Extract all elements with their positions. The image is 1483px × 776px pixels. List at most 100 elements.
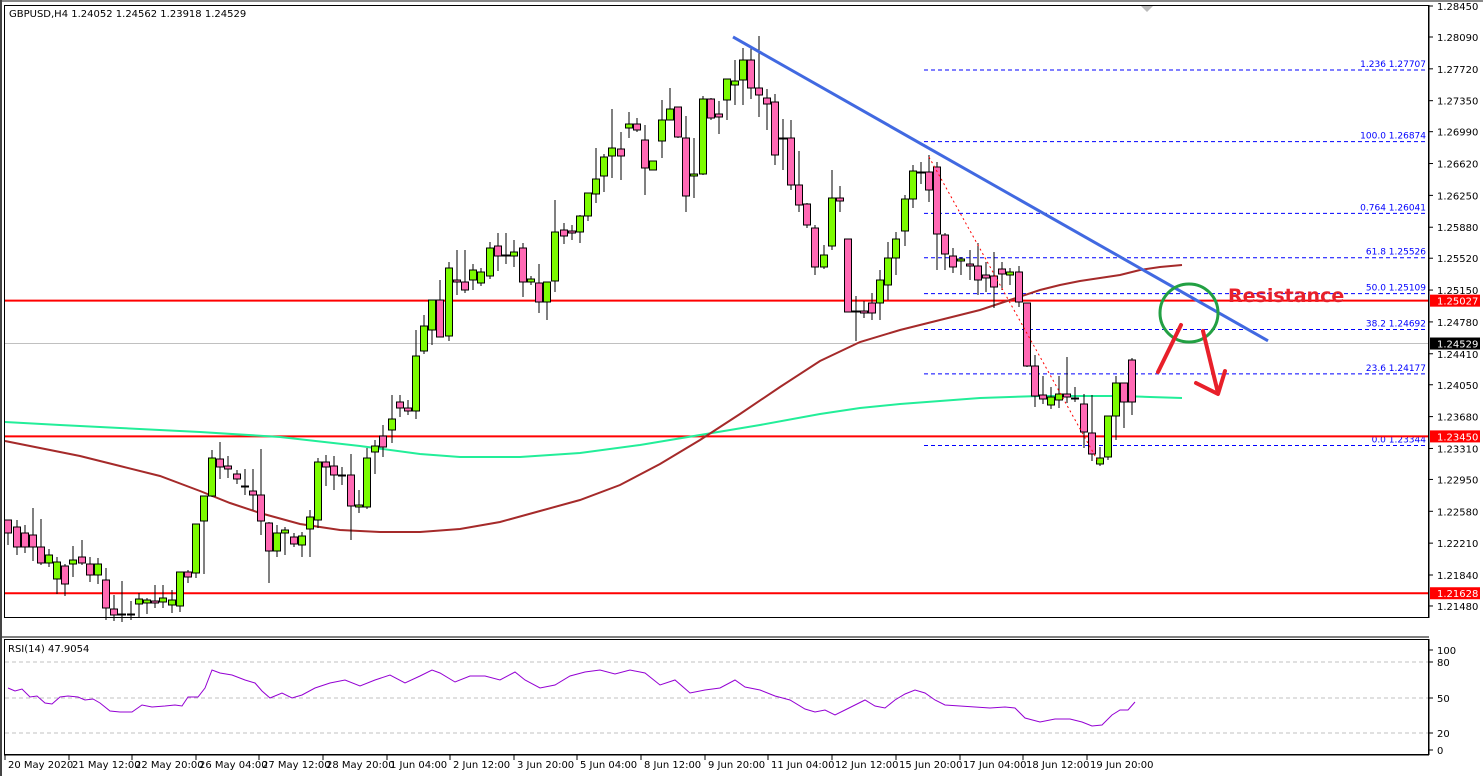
fibonacci-diagonal-line[interactable]: [928, 156, 1100, 464]
bull-candle: [469, 269, 477, 281]
bear-candle: [836, 197, 844, 202]
bull-candle: [94, 563, 102, 576]
bear-candle: [966, 263, 974, 267]
price-tick-label: 1.28450: [1437, 2, 1478, 13]
bull-candle: [649, 160, 657, 171]
price-tick-label: 1.22950: [1437, 475, 1478, 486]
bear-candle: [860, 310, 868, 314]
bull-candle: [658, 119, 666, 142]
bull-candle: [355, 504, 363, 508]
bear-candle: [37, 546, 45, 564]
bull-candle: [1055, 393, 1063, 401]
price-tick-label: 1.22210: [1437, 539, 1478, 550]
bear-candle: [461, 281, 469, 291]
bear-candle: [61, 565, 69, 585]
bull-candle: [176, 571, 184, 607]
fib-level-label: 1.236 1.27707: [1360, 60, 1426, 70]
bear-candle: [941, 234, 949, 255]
bull-candle: [592, 178, 600, 195]
bull-candle: [477, 271, 485, 284]
bull-candle: [527, 278, 535, 283]
bull-candle: [363, 457, 371, 508]
bull-candle: [273, 532, 281, 552]
time-tick-label: 9 Jun 20:00: [708, 760, 765, 771]
horizontal-support-resistance-lines[interactable]: [5, 299, 1428, 595]
bear-candle: [990, 275, 998, 288]
bear-candle: [868, 302, 876, 314]
time-tick-label: 12 Jun 12:00: [835, 760, 899, 771]
bull-candle: [298, 535, 306, 546]
time-tick-label: 20 May 2020: [8, 760, 73, 771]
time-tick-label: 22 May 20:00: [135, 760, 204, 771]
bear-candle: [844, 238, 852, 313]
bull-candle: [957, 258, 965, 262]
sma-slow-line: [4, 395, 1183, 458]
bull-candle: [666, 108, 674, 121]
bear-candle: [86, 563, 94, 576]
bull-candle: [779, 137, 787, 140]
bear-candle: [641, 139, 649, 169]
bull-candle: [192, 523, 200, 574]
price-tick-label: 1.24050: [1437, 381, 1478, 392]
bear-candle: [233, 473, 241, 480]
bear-candle: [998, 268, 1006, 275]
level-price-label: [1430, 430, 1480, 443]
bear-candle: [949, 255, 957, 268]
bear-candle: [330, 465, 338, 476]
downward-arrowhead-icon: [1194, 369, 1227, 396]
price-tick-label: 1.23310: [1437, 444, 1478, 455]
time-tick-label: 27 May 12:00: [262, 760, 331, 771]
time-tick-label: 15 Jun 20:00: [899, 760, 963, 771]
bear-candle: [1015, 271, 1023, 303]
time-tick-label: 26 May 04:00: [199, 760, 268, 771]
rsi-tick-label: 100: [1437, 646, 1456, 657]
bull-candle: [699, 98, 707, 175]
bull-candle: [510, 251, 518, 257]
bear-candle: [771, 101, 779, 156]
bear-candle: [265, 522, 273, 552]
bull-candle: [1047, 396, 1055, 406]
level-price-label: [1430, 587, 1480, 600]
price-tick-label: 1.28090: [1437, 33, 1478, 44]
price-label-text: 1.23450: [1437, 432, 1478, 443]
bear-candle: [519, 247, 527, 283]
bear-candle: [974, 265, 982, 281]
bull-candle: [502, 254, 510, 257]
bear-candle: [1128, 359, 1136, 403]
bear-candle: [795, 184, 803, 206]
bear-candle: [436, 299, 444, 338]
bull-candle: [551, 231, 559, 282]
bear-candle: [257, 494, 265, 522]
time-tick-label: 11 Jun 04:00: [771, 760, 835, 771]
bear-candle: [803, 203, 811, 226]
descending-trendline[interactable]: [732, 35, 1269, 343]
resistance-label: Resistance: [1228, 285, 1344, 307]
bear-candle: [404, 407, 412, 412]
bear-candle: [763, 97, 771, 105]
bull-candle: [53, 561, 61, 580]
rsi-tick-label: 80: [1437, 658, 1450, 669]
time-tick-label: 5 Jun 04:00: [580, 760, 637, 771]
bear-candle: [617, 148, 625, 157]
shift-marker-icon[interactable]: [1141, 6, 1153, 12]
price-tick-label: 1.25150: [1437, 286, 1478, 297]
bull-candle: [909, 170, 917, 200]
bull-candle: [168, 599, 176, 606]
bear-candle: [347, 474, 355, 507]
price-tick-label: 1.25880: [1437, 223, 1478, 234]
bear-candle: [1039, 394, 1047, 400]
bull-candle: [584, 192, 592, 217]
rsi-label: RSI(14) 47.9054: [8, 644, 89, 655]
bull-candle: [69, 559, 77, 565]
price-label-text: 1.24529: [1437, 340, 1478, 351]
bear-candle: [1080, 403, 1088, 433]
bull-candle: [600, 156, 608, 177]
time-tick-label: 19 Jun 20:00: [1090, 760, 1154, 771]
fibonacci-levels[interactable]: 1.236 1.27707 100.0 1.26874 0.764 1.26041 6…: [924, 60, 1428, 447]
bull-candle: [625, 123, 633, 129]
bull-candle: [420, 325, 428, 352]
bear-candle: [13, 526, 21, 548]
bear-candle: [151, 600, 159, 604]
